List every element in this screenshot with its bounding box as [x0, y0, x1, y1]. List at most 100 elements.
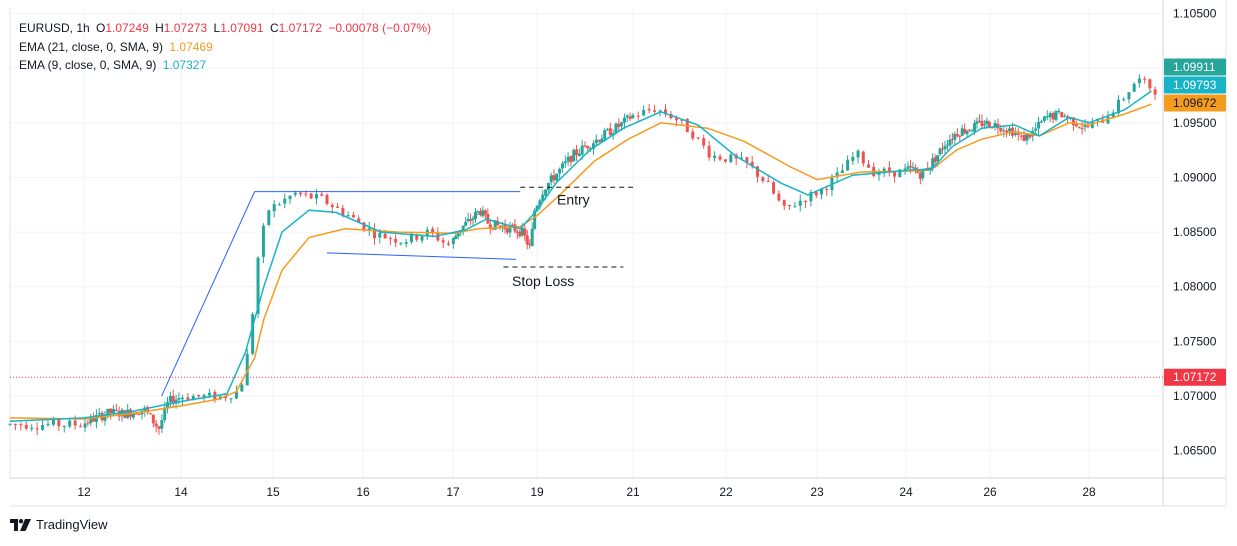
chart-legend: EURUSD, 1h O1.07249 H1.07273 L1.07091 C1… — [19, 19, 434, 75]
candle-body — [963, 128, 967, 133]
candle-body — [404, 242, 408, 244]
candle-body — [580, 145, 584, 155]
close-label: C1.07172 — [269, 21, 322, 35]
ohlc-row: EURUSD, 1h O1.07249 H1.07273 L1.07091 C1… — [19, 19, 434, 38]
candle-body — [314, 194, 318, 199]
candle-body — [1002, 130, 1006, 132]
candle-body — [782, 200, 786, 206]
candle-body — [851, 156, 855, 161]
candle-body — [1005, 130, 1009, 133]
candle-body — [357, 218, 361, 223]
candle-body — [186, 397, 190, 400]
candle-body — [304, 193, 308, 195]
candle-body — [903, 168, 907, 171]
candle-body — [267, 210, 271, 225]
candle-body — [1143, 78, 1147, 80]
ema21-value: 1.07469 — [169, 39, 213, 54]
candle-body — [911, 166, 915, 168]
candle-body — [57, 419, 61, 427]
x-tick-label: 24 — [899, 485, 913, 499]
candle-body — [180, 397, 184, 400]
candle-body — [658, 110, 662, 112]
candle-body — [756, 166, 760, 177]
brand-name: TradingView — [36, 517, 108, 532]
candle-body — [251, 314, 255, 354]
candle-body — [68, 420, 72, 427]
change-label: −0.00078 (−0.07%) — [328, 21, 432, 35]
candle-body — [631, 114, 635, 119]
candle-body — [1090, 121, 1094, 128]
candle-body — [530, 228, 534, 246]
candle-body — [603, 130, 607, 140]
tradingview-branding[interactable]: TradingView — [10, 517, 108, 532]
candle-body — [804, 200, 808, 203]
x-tick-label: 23 — [810, 485, 824, 499]
candle-body — [569, 155, 573, 163]
candle-body — [1045, 116, 1049, 118]
candle-body — [745, 157, 749, 163]
candle-body — [908, 165, 912, 167]
candle-body — [46, 423, 50, 426]
candle-body — [552, 175, 556, 181]
ema9-value: 1.07327 — [162, 58, 207, 72]
candle-body — [541, 194, 545, 201]
candle-body — [606, 129, 610, 131]
candle-body — [378, 232, 382, 238]
candle-body — [13, 423, 17, 425]
candles — [8, 74, 1157, 436]
candle-body — [809, 192, 813, 202]
candle-body — [1063, 115, 1067, 117]
candle-body — [555, 173, 559, 181]
candle-body — [958, 135, 962, 137]
candle-body — [481, 210, 485, 217]
candle-body — [89, 416, 93, 424]
candle-body — [674, 118, 678, 121]
candle-body — [431, 228, 435, 233]
candle-body — [330, 204, 334, 208]
candle-body — [103, 415, 107, 421]
candle-body — [474, 211, 478, 219]
candle-body — [1116, 99, 1120, 114]
candle-body — [948, 139, 952, 146]
candle-body — [394, 238, 398, 243]
candle-body — [549, 175, 553, 183]
candle-body — [968, 129, 972, 131]
ema21-row[interactable]: EMA (21, close, 0, SMA, 9) 1.07469 — [19, 38, 434, 57]
candle-body — [597, 140, 601, 142]
x-tick-label: 26 — [983, 485, 997, 499]
candle-body — [538, 200, 542, 207]
x-tick-label: 14 — [174, 485, 188, 499]
candle-body — [446, 243, 450, 245]
x-tick-label: 15 — [266, 485, 280, 499]
candle-body — [614, 123, 618, 134]
candle-body — [840, 170, 844, 174]
candle-body — [950, 138, 954, 140]
candle-body — [617, 123, 621, 127]
candle-body — [1019, 135, 1023, 137]
candle-body — [575, 149, 579, 156]
candle-body — [777, 193, 781, 201]
candle-body — [466, 218, 470, 222]
candle-body — [151, 414, 155, 424]
x-tick-label: 22 — [719, 485, 733, 499]
candle-body — [256, 257, 260, 314]
candle-body — [114, 409, 118, 411]
candle-body — [245, 353, 249, 386]
price-label-box — [1164, 368, 1226, 386]
candle-body — [1048, 113, 1052, 118]
candle-body — [938, 148, 942, 155]
candle-body — [642, 109, 646, 116]
candle-body — [680, 119, 684, 121]
symbol-label[interactable]: EURUSD, 1h — [19, 21, 90, 35]
candle-body — [461, 225, 465, 231]
candle-body — [464, 222, 468, 226]
candle-body — [24, 424, 28, 429]
candle-body — [234, 391, 238, 399]
ema9-row[interactable]: EMA (9, close, 0, SMA, 9) 1.07327 — [19, 56, 434, 75]
candle-body — [525, 235, 529, 245]
candle-body — [941, 148, 945, 150]
candle-body — [261, 225, 265, 257]
candle-body — [288, 195, 292, 200]
candle-body — [707, 145, 711, 158]
